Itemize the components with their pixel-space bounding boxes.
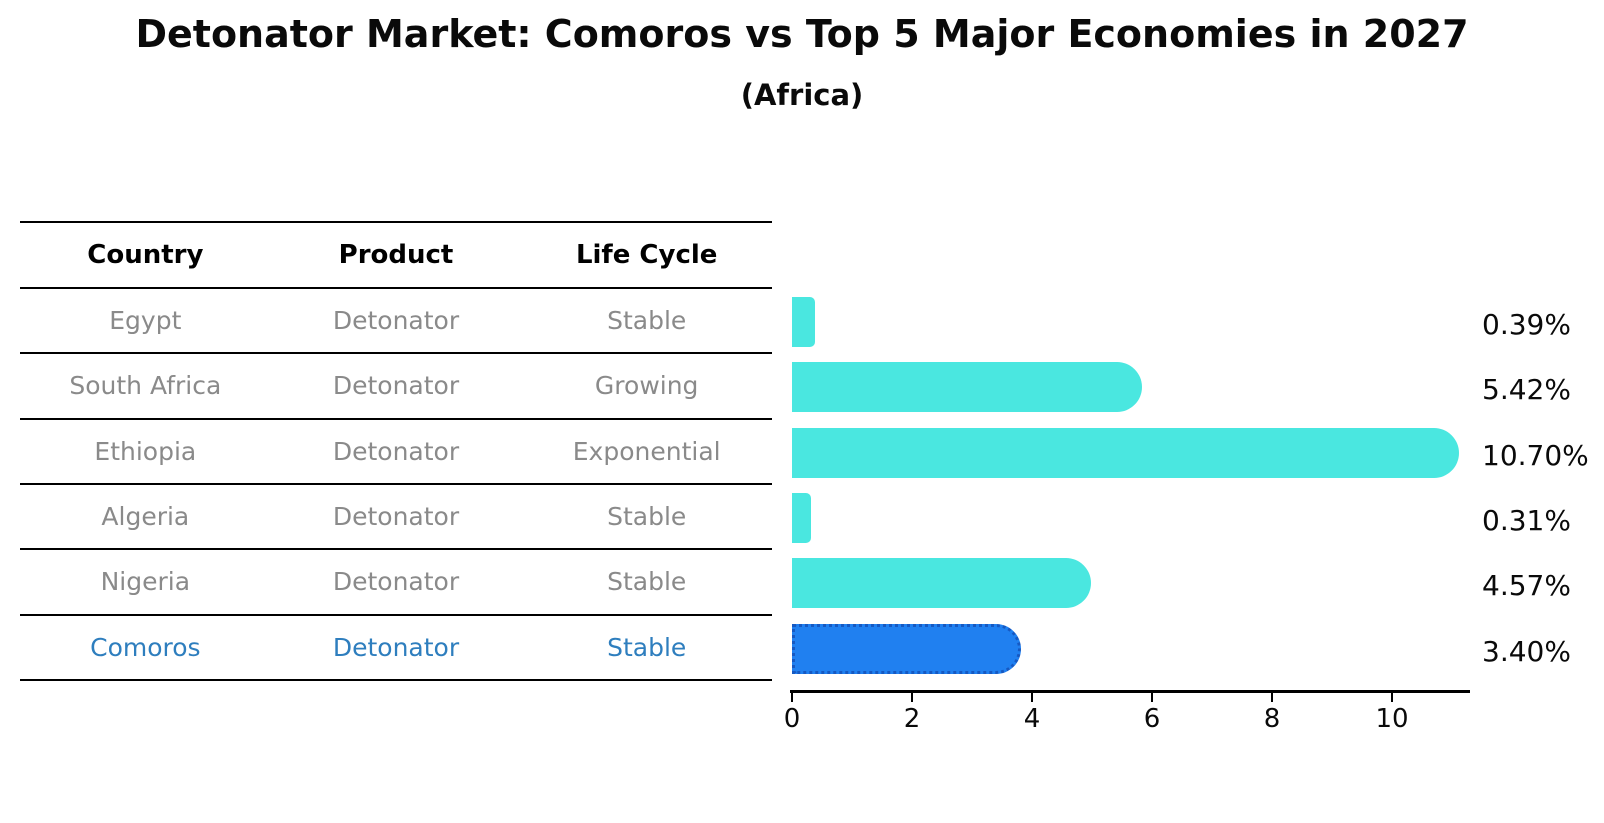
bar-value-label: 3.40%: [1482, 634, 1571, 668]
x-axis-tick: [1390, 692, 1394, 702]
x-axis-tick-label: 2: [903, 704, 921, 734]
bar-value-label: 5.42%: [1482, 373, 1571, 407]
table-cell-life-cycle: Stable: [607, 567, 687, 597]
table-cell-country: Ethiopia: [94, 436, 197, 466]
x-axis-tick: [1270, 692, 1274, 702]
bar-egypt: [792, 297, 816, 347]
bar-value-label: 10.70%: [1482, 438, 1589, 472]
table-cell-product: Detonator: [332, 306, 460, 336]
x-axis-tick-label: 10: [1375, 704, 1409, 734]
bar-south-africa: [792, 362, 1143, 413]
x-axis-tick-label: 8: [1263, 704, 1281, 734]
bar-value-label: 0.31%: [1482, 503, 1571, 537]
table-header-row: Country Product Life Cycle: [20, 221, 772, 289]
table-cell-life-cycle: Stable: [607, 306, 687, 336]
table-row: Algeria Detonator Stable: [20, 485, 772, 551]
table-cell-life-cycle: Stable: [607, 502, 687, 532]
table-row: Ethiopia Detonator Exponential: [20, 420, 772, 485]
bar-ethiopia: [792, 427, 1459, 478]
table-cell-country: South Africa: [69, 371, 222, 401]
table-row: South Africa Detonator Growing: [20, 354, 772, 420]
table-header-life-cycle: Life Cycle: [575, 240, 718, 270]
table-cell-product: Detonator: [332, 436, 460, 466]
x-axis-line: [790, 690, 1470, 693]
table-cell-life-cycle: Stable: [607, 632, 687, 662]
page-title: Detonator Market: Comoros vs Top 5 Major…: [135, 12, 1469, 56]
table-row: Egypt Detonator Stable: [20, 289, 772, 355]
table-cell-country: Algeria: [101, 502, 190, 532]
x-axis-tick: [1150, 692, 1154, 702]
x-axis-tick: [1030, 692, 1034, 702]
bar-comoros: [792, 623, 1021, 674]
table-cell-product: Detonator: [332, 567, 460, 597]
x-axis-tick-label: 4: [1023, 704, 1041, 734]
table-cell-country: Comoros: [90, 632, 201, 662]
table-cell-country: Nigeria: [100, 567, 191, 597]
table-header-country: Country: [87, 240, 204, 270]
table-body: Egypt Detonator Stable South Africa Detonato…: [20, 289, 772, 681]
table-cell-product: Detonator: [332, 371, 460, 401]
x-axis-tick-label: 0: [783, 704, 801, 734]
bar-value-label: 4.57%: [1482, 569, 1571, 603]
table-cell-product: Detonator: [332, 502, 460, 532]
table-cell-product: Detonator: [332, 632, 460, 662]
bar-value-label: 0.39%: [1482, 308, 1571, 341]
bar-nigeria: [792, 558, 1092, 609]
x-axis-tick-label: 6: [1143, 704, 1161, 734]
x-axis-tick: [790, 692, 794, 702]
table-cell-life-cycle: Growing: [594, 371, 699, 401]
country-table: Country Product Life Cycle Egypt Detonato…: [20, 221, 772, 681]
table-row: Comoros Detonator Stable: [20, 616, 772, 681]
page-subtitle: (Africa): [740, 78, 864, 112]
x-axis-tick: [910, 692, 914, 702]
table-row: Nigeria Detonator Stable: [20, 550, 772, 616]
table-cell-life-cycle: Exponential: [572, 436, 721, 466]
bar-algeria: [792, 492, 811, 543]
table-header-product: Product: [338, 240, 454, 270]
table-cell-country: Egypt: [109, 306, 182, 336]
